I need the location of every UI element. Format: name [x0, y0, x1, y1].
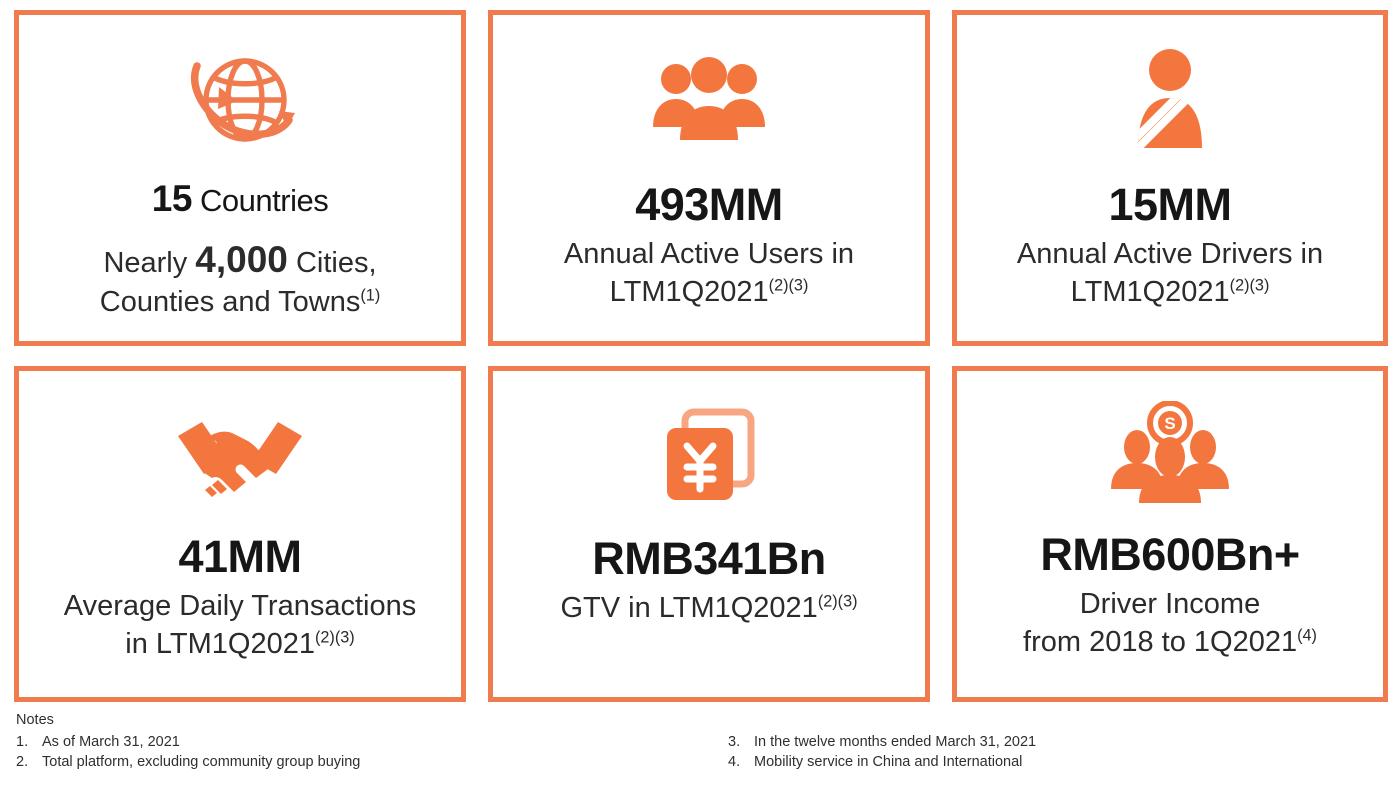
note-number: 4. — [728, 754, 741, 771]
footnote-marker: (4) — [1297, 626, 1317, 645]
transactions-caption-line1: Average Daily Transactions — [63, 590, 417, 623]
stat-card-average-daily-transactions: 41MM Average Daily Transactions in LTM1Q… — [14, 366, 466, 702]
stat-caption-driver-income: Driver Income from 2018 to 1Q2021(4) — [1009, 586, 1331, 661]
stat-caption-gtv: GTV in LTM1Q2021(2)(3) — [546, 590, 871, 628]
note-text: As of March 31, 2021 — [42, 733, 180, 750]
stat-headline-countries: 15 Countries — [151, 175, 329, 222]
note-text: In the twelve months ended March 31, 202… — [754, 733, 1037, 750]
stat-card-gtv: RMB341Bn GTV in LTM1Q2021(2)(3) — [488, 366, 930, 702]
countries-suffix: Countries — [191, 183, 329, 218]
footnote-marker: (2)(3) — [1229, 276, 1270, 295]
stats-grid: 15 Countries Nearly 4,000 Cities, Counti… — [14, 10, 1388, 702]
driver-seatbelt-icon — [1124, 25, 1216, 175]
stat-headline-drivers: 15MM — [1108, 179, 1232, 230]
users-caption-line1: Annual Active Users in — [563, 238, 855, 271]
note-item: 2. Total platform, excluding community g… — [16, 752, 728, 773]
driver-income-caption-line1: Driver Income — [1079, 588, 1261, 621]
gtv-caption-line1: GTV in LTM1Q2021 — [560, 592, 818, 625]
note-text: Total platform, excluding community grou… — [42, 754, 361, 771]
notes-section: Notes 1. As of March 31, 2021 2. Total p… — [16, 710, 1386, 773]
footnote-marker: (2)(3) — [314, 628, 355, 647]
stat-caption-transactions: Average Daily Transactions in LTM1Q2021(… — [50, 588, 430, 663]
stat-card-countries-cities: 15 Countries Nearly 4,000 Cities, Counti… — [14, 10, 466, 346]
footnote-marker: (2)(3) — [817, 592, 858, 611]
notes-columns: 1. As of March 31, 2021 2. Total platfor… — [16, 732, 1386, 773]
note-number: 2. — [16, 754, 29, 771]
stat-card-annual-active-users: 493MM Annual Active Users in LTM1Q2021(2… — [488, 10, 930, 346]
stat-headline-gtv: RMB341Bn — [592, 533, 826, 584]
drivers-caption-line2: LTM1Q2021 — [1070, 275, 1230, 308]
globe-orbit-icon — [179, 25, 301, 175]
cities-number: 4,000 — [195, 239, 288, 281]
note-text: Mobility service in China and Internatio… — [754, 754, 1023, 771]
stat-headline-users: 493MM — [635, 179, 783, 230]
note-item: 4. Mobility service in China and Interna… — [728, 752, 1386, 773]
notes-column-left: 1. As of March 31, 2021 2. Total platfor… — [16, 732, 728, 773]
countries-number: 15 — [151, 178, 193, 219]
notes-title: Notes — [16, 712, 54, 728]
people-group-icon — [651, 25, 767, 175]
handshake-icon — [172, 381, 308, 531]
stat-headline-transactions: 41MM — [178, 531, 302, 582]
transactions-caption-line2: in LTM1Q2021 — [125, 627, 315, 660]
footnote-marker: (2)(3) — [768, 276, 809, 295]
cities-suffix: Cities, — [287, 247, 377, 280]
footnote-marker: (1) — [360, 286, 381, 305]
notes-column-right: 3. In the twelve months ended March 31, … — [728, 732, 1386, 773]
users-caption-line2: LTM1Q2021 — [609, 275, 769, 308]
drivers-caption-line1: Annual Active Drivers in — [1016, 238, 1324, 271]
note-item: 1. As of March 31, 2021 — [16, 732, 728, 753]
cities-line3: Counties and Towns — [99, 286, 361, 319]
stat-caption-cities: Nearly 4,000 Cities, Counties and Towns(… — [86, 236, 394, 322]
rmb-notes-icon — [657, 381, 761, 531]
people-money-icon: S — [1109, 381, 1231, 531]
stat-caption-users: Annual Active Users in LTM1Q2021(2)(3) — [550, 236, 868, 311]
note-number: 3. — [728, 733, 741, 750]
note-number: 1. — [16, 733, 29, 750]
stat-caption-drivers: Annual Active Drivers in LTM1Q2021(2)(3) — [1003, 236, 1337, 311]
stat-card-driver-income: S RMB600Bn+ Driver Income from 2018 to 1… — [952, 366, 1388, 702]
driver-income-caption-line2: from 2018 to 1Q2021 — [1023, 625, 1298, 658]
svg-text:S: S — [1164, 414, 1175, 433]
stat-headline-driver-income: RMB600Bn+ — [1040, 529, 1300, 580]
note-item: 3. In the twelve months ended March 31, … — [728, 732, 1386, 753]
cities-prefix: Nearly — [103, 247, 196, 280]
stat-card-annual-active-drivers: 15MM Annual Active Drivers in LTM1Q2021(… — [952, 10, 1388, 346]
